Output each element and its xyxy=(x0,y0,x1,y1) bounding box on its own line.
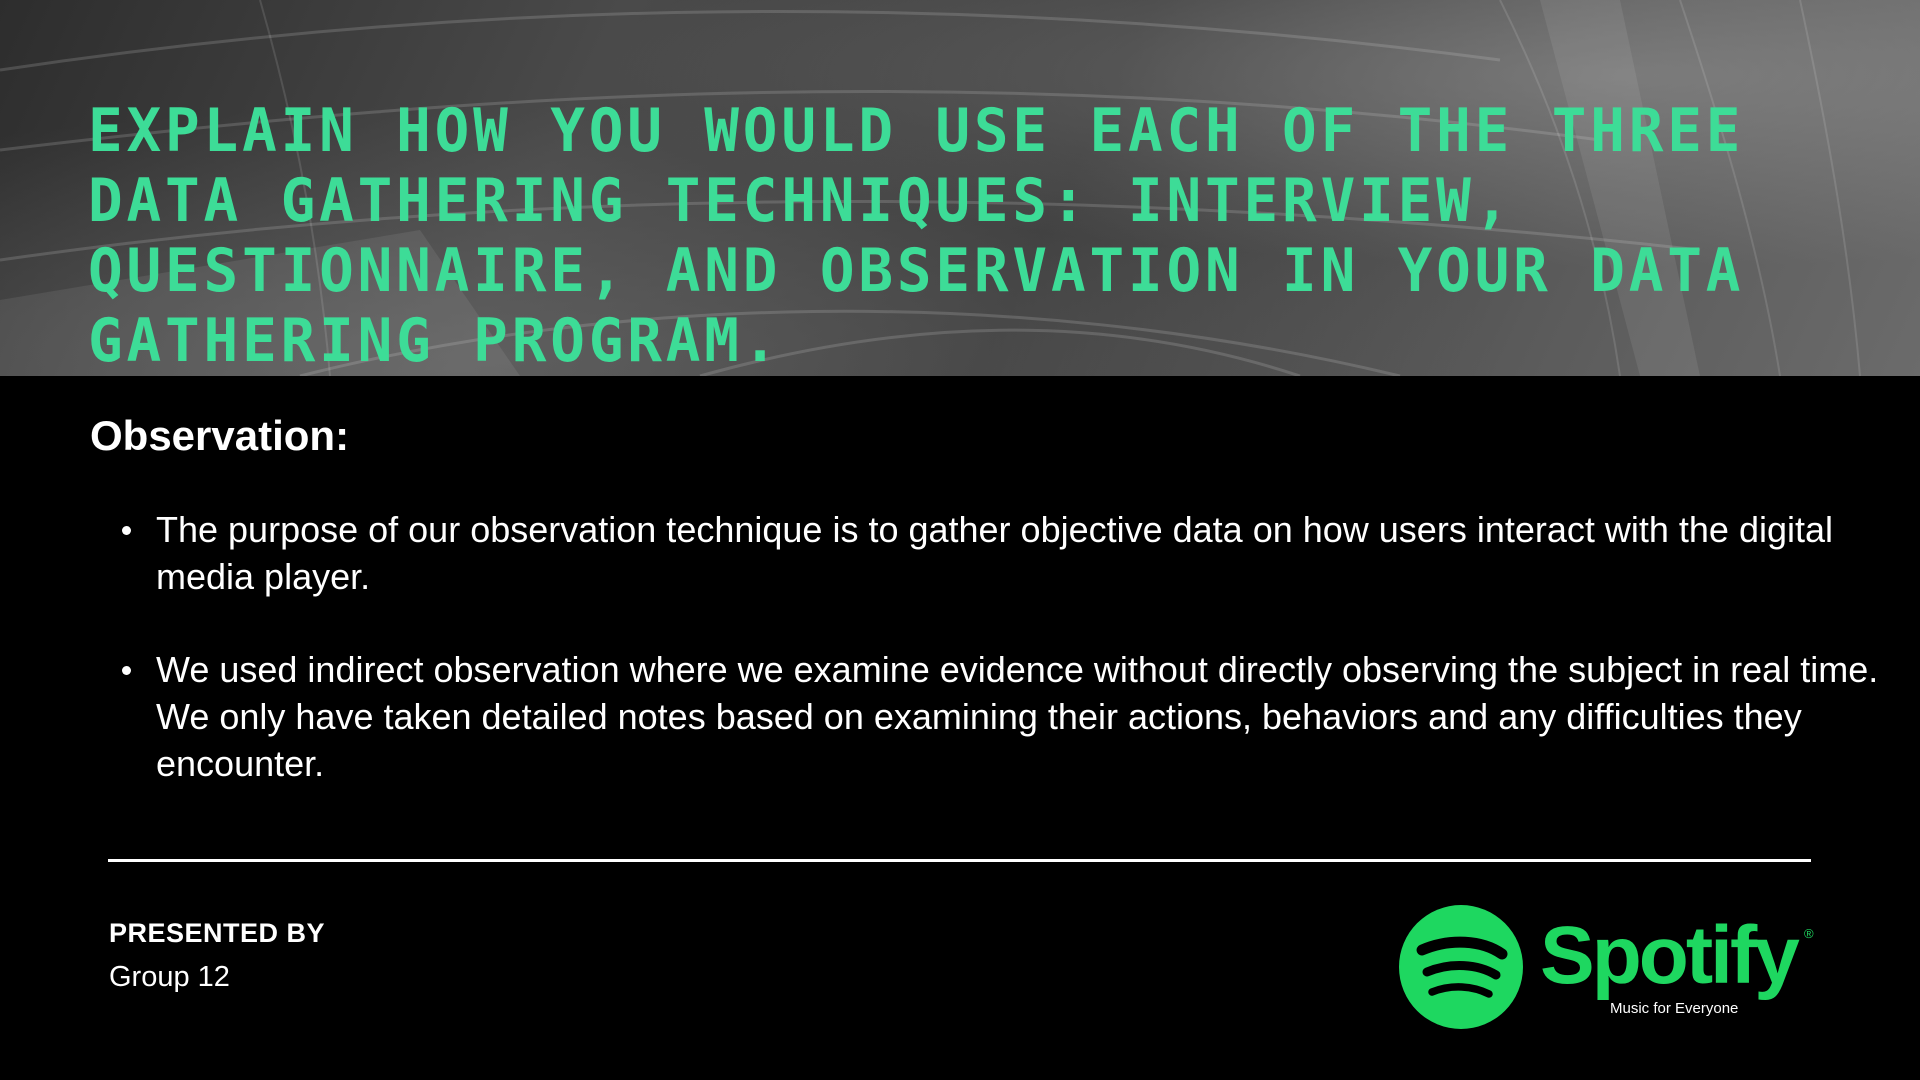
bullet-item: The purpose of our observation technique… xyxy=(122,506,1896,600)
bullet-text: The purpose of our observation technique… xyxy=(156,509,1834,597)
footer-divider xyxy=(108,859,1811,862)
presenter-name: Group 12 xyxy=(109,961,230,993)
bullet-list: The purpose of our observation technique… xyxy=(110,506,1896,833)
bullet-text: We used indirect observation where we ex… xyxy=(156,649,1879,784)
spotify-logo-icon xyxy=(1399,905,1523,1029)
presented-by-label: PRESENTED BY xyxy=(109,918,326,948)
header-banner: Explain how you would use each of the th… xyxy=(0,0,1920,376)
slide-headline: Explain how you would use each of the th… xyxy=(88,96,1745,376)
architecture-backdrop xyxy=(0,0,1861,376)
section-title: Observation: xyxy=(90,412,350,459)
bullet-item: We used indirect observation where we ex… xyxy=(122,646,1896,787)
bullet-dot-icon xyxy=(122,666,131,675)
logo-tagline: Music for Everyone xyxy=(1610,1000,1739,1017)
spotify-logo: Spotify ® Music for Everyone xyxy=(1398,904,1818,1030)
spotify-wordmark: Spotify xyxy=(1540,910,1800,1001)
bullet-dot-icon xyxy=(122,526,131,535)
registered-mark: ® xyxy=(1804,926,1814,941)
